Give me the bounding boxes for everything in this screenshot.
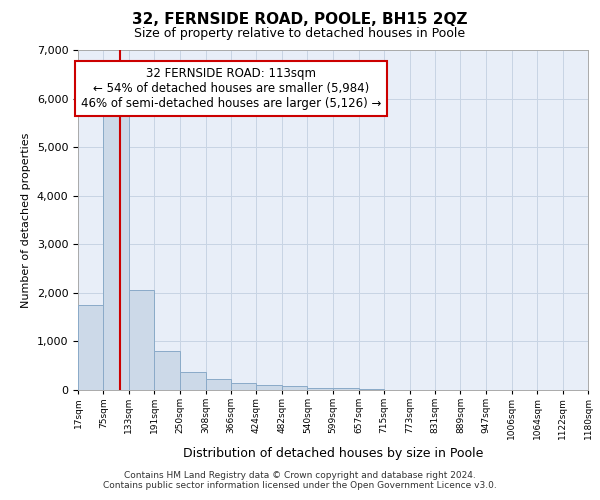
Bar xyxy=(359,389,384,390)
Bar xyxy=(154,351,180,390)
Bar xyxy=(103,110,129,390)
Text: Contains public sector information licensed under the Open Government Licence v3: Contains public sector information licen… xyxy=(103,481,497,490)
Y-axis label: Number of detached properties: Number of detached properties xyxy=(21,132,31,308)
Bar xyxy=(206,379,231,390)
Bar xyxy=(180,372,206,390)
X-axis label: Distribution of detached houses by size in Poole: Distribution of detached houses by size … xyxy=(183,448,483,460)
Bar xyxy=(256,385,282,390)
Text: 32, FERNSIDE ROAD, POOLE, BH15 2QZ: 32, FERNSIDE ROAD, POOLE, BH15 2QZ xyxy=(132,12,468,28)
Bar xyxy=(231,382,256,390)
Bar xyxy=(307,388,333,390)
Text: Size of property relative to detached houses in Poole: Size of property relative to detached ho… xyxy=(134,28,466,40)
Bar xyxy=(78,305,103,390)
Text: Contains HM Land Registry data © Crown copyright and database right 2024.: Contains HM Land Registry data © Crown c… xyxy=(124,471,476,480)
Bar xyxy=(129,290,154,390)
Text: 32 FERNSIDE ROAD: 113sqm
← 54% of detached houses are smaller (5,984)
46% of sem: 32 FERNSIDE ROAD: 113sqm ← 54% of detach… xyxy=(81,67,381,110)
Bar xyxy=(333,388,359,390)
Bar xyxy=(282,386,307,390)
